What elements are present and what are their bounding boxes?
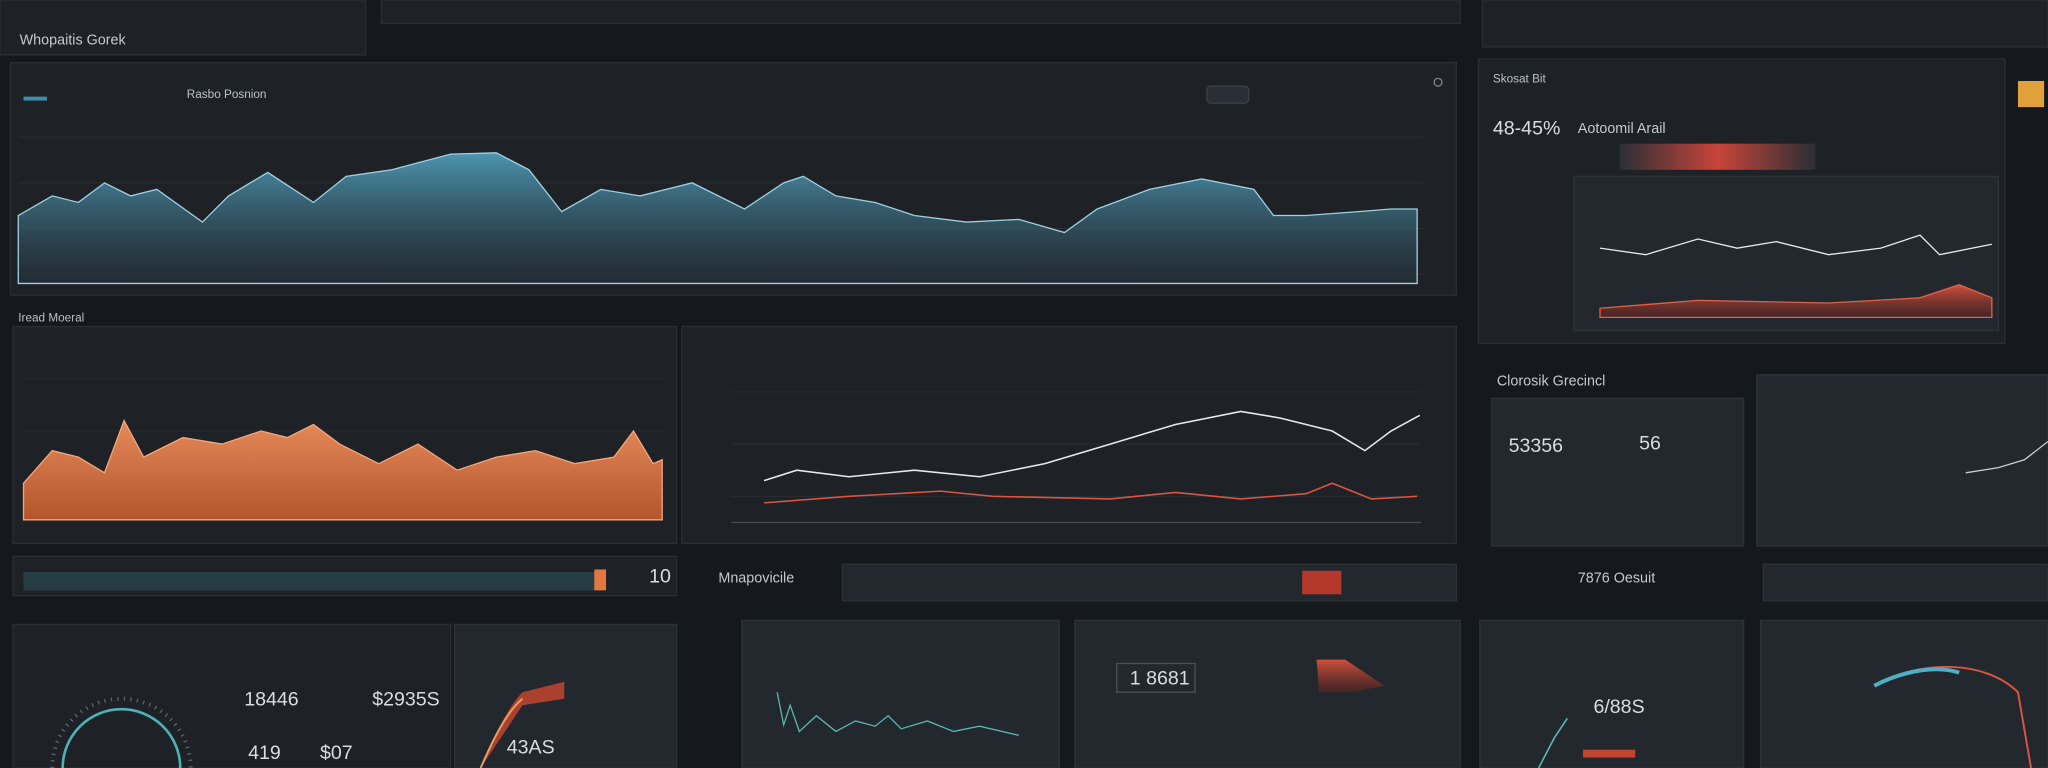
bottom-bar <box>1762 563 2048 602</box>
progress-end <box>594 569 607 591</box>
stat: 419 <box>248 742 281 764</box>
icon[interactable] <box>2017 80 2045 108</box>
chart-card <box>1074 619 1461 768</box>
legend-swatch <box>23 96 48 101</box>
kpi-value: 56 <box>1639 432 1661 454</box>
stat: 43AS <box>507 737 555 759</box>
stat-panel <box>453 623 678 768</box>
chart-card <box>1759 619 2048 768</box>
orange-area <box>22 418 663 521</box>
side-value: 48-45% <box>1493 118 1560 140</box>
line-panel <box>681 325 1457 544</box>
bottom-bar <box>841 563 1457 602</box>
stat: 6/88S <box>1593 696 1644 718</box>
stat: $2935S <box>372 688 440 710</box>
top-panel <box>380 0 1461 25</box>
kpi-value: 53356 <box>1509 435 1564 457</box>
orange-line <box>479 698 524 768</box>
kpi-card <box>1490 397 1745 547</box>
side-white-line <box>1599 234 1992 256</box>
red-line <box>764 482 1418 504</box>
heat-bar <box>1619 143 1816 170</box>
white-line <box>763 410 1421 482</box>
side-label: Skosat Bit <box>1493 72 1547 85</box>
side-bottom-title: 7876 Oesuit <box>1578 571 1655 587</box>
spark-line <box>1965 440 2048 474</box>
kpi-title: Clorosik Grecincl <box>1497 373 1606 389</box>
count: 10 <box>649 566 671 588</box>
blue-arc <box>1873 667 1960 688</box>
top-panel <box>1481 0 2048 48</box>
side-title: Aotoomil Arail <box>1578 121 1666 137</box>
icon[interactable] <box>1433 77 1443 87</box>
blue-area <box>17 152 1418 285</box>
top-panel <box>0 0 367 56</box>
teal-line <box>1537 717 1568 768</box>
stat-panel <box>12 623 452 768</box>
red-bar <box>1583 749 1636 758</box>
stat: 18446 <box>244 688 299 710</box>
header-title: Whopaitis Gorek <box>20 32 127 48</box>
progress-bar <box>23 572 605 591</box>
gauge <box>61 708 182 768</box>
kpi-card <box>1756 374 2048 547</box>
value-box <box>1116 662 1196 693</box>
side-red-area <box>1599 284 1993 319</box>
chart-card <box>741 619 1060 768</box>
red-button[interactable] <box>1302 570 1342 595</box>
teal-line <box>776 692 1019 736</box>
section-title: Iread Moeral <box>18 311 84 324</box>
chart-card <box>1479 619 1745 768</box>
red-area <box>1316 659 1385 693</box>
stat: 1 8681 <box>1130 667 1190 689</box>
bottom-title: Mnapovicile <box>718 571 794 587</box>
button[interactable] <box>1206 85 1250 104</box>
main-panel-title: Rasbo Posnion <box>187 88 267 101</box>
stat: $07 <box>320 742 353 764</box>
